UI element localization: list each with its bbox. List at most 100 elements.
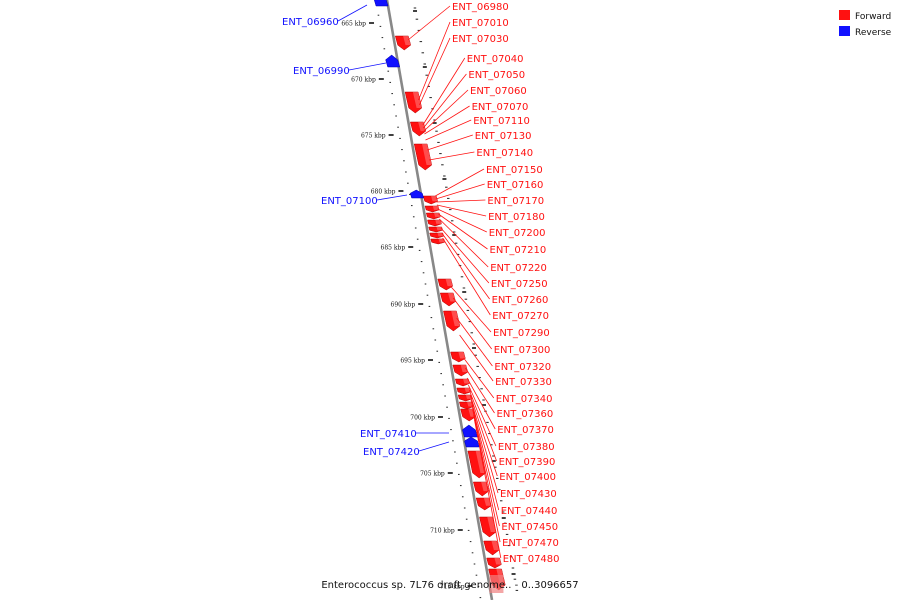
forward-gene-label[interactable]: ENT_07160	[487, 180, 544, 191]
forward-gene-leader	[471, 404, 500, 511]
legend: Forward Reverse	[839, 10, 892, 38]
legend-forward-label: Forward	[855, 12, 891, 22]
forward-gene-label[interactable]: ENT_07340	[496, 394, 553, 405]
forward-gene-label[interactable]: ENT_07220	[490, 263, 547, 274]
forward-gene-leader	[436, 199, 486, 203]
forward-gene-arrow-faded	[489, 575, 504, 593]
forward-gene-label[interactable]: ENT_07440	[501, 506, 558, 517]
axis-tick-label: 700 kbp	[410, 415, 435, 422]
forward-gene-leader	[424, 105, 470, 135]
forward-gene-label[interactable]: ENT_07290	[493, 328, 550, 339]
forward-gene-leader	[407, 5, 451, 41]
forward-gene-label[interactable]: ENT_07030	[452, 34, 509, 45]
reverse-gene-label[interactable]: ENT_07410	[360, 429, 417, 440]
gene-highlight	[494, 558, 502, 565]
reverse-gene-arrow	[409, 189, 424, 199]
forward-gene-label[interactable]: ENT_07170	[487, 196, 544, 207]
gene-highlight	[435, 220, 442, 224]
forward-gene-leader	[438, 213, 488, 250]
forward-gene-label[interactable]: ENT_07360	[497, 409, 554, 420]
forward-gene-label[interactable]: ENT_07270	[492, 311, 549, 322]
forward-gene-label[interactable]: ENT_07450	[501, 522, 558, 533]
forward-gene-label[interactable]: ENT_07250	[491, 279, 548, 290]
forward-gene-leader	[436, 204, 487, 217]
forward-gene-leader	[470, 399, 499, 494]
gene-highlight	[418, 122, 426, 132]
gene-highlight	[438, 239, 445, 243]
forward-gene-label[interactable]: ENT_07150	[486, 165, 543, 176]
gene-highlight	[458, 352, 466, 359]
forward-gene-leader	[442, 237, 491, 316]
reverse-gene-label[interactable]: ENT_07100	[321, 196, 378, 207]
forward-gene-label[interactable]: ENT_07130	[475, 131, 532, 142]
forward-gene-leader	[468, 389, 497, 462]
major-ticks	[369, 10, 516, 587]
forward-gene-label[interactable]: ENT_07140	[476, 148, 533, 159]
forward-gene-label[interactable]: ENT_07200	[489, 228, 546, 239]
axis-tick-label: 665 kbp	[341, 21, 366, 28]
gene-highlight	[460, 365, 468, 373]
axis-tick-label: 680 kbp	[371, 189, 396, 196]
gene-highlight	[491, 541, 500, 551]
forward-gene-leader	[469, 394, 498, 477]
forward-gene-label[interactable]: ENT_07210	[490, 245, 547, 256]
gene-highlight	[436, 227, 443, 231]
reverse-gene-label[interactable]: ENT_06990	[293, 66, 350, 77]
gene-labels[interactable]: ENT_06960 ENT_06990 ENT_07100 ENT_07410 ENT_…	[282, 2, 560, 565]
forward-gene-leader	[425, 119, 472, 141]
forward-gene-leader	[468, 384, 497, 447]
forward-gene-leader	[456, 317, 493, 367]
forward-gene-leader	[439, 218, 489, 268]
forward-gene-label[interactable]: ENT_07050	[468, 70, 525, 81]
forward-gene-label[interactable]: ENT_07330	[495, 377, 552, 388]
forward-gene-label[interactable]: ENT_07300	[494, 345, 551, 356]
reverse-gene-leader	[337, 4, 368, 22]
forward-gene-label[interactable]: ENT_07110	[473, 116, 530, 127]
forward-gene-label[interactable]: ENT_07430	[500, 489, 557, 500]
forward-gene-leader	[473, 414, 501, 543]
forward-gene-leader	[440, 227, 490, 284]
forward-gene-label[interactable]: ENT_07370	[497, 425, 554, 436]
forward-gene-leader	[463, 357, 495, 399]
forward-gene-label[interactable]: ENT_07180	[488, 212, 545, 223]
gene-highlight	[431, 196, 438, 202]
forward-gene-label[interactable]: ENT_07400	[499, 472, 556, 483]
reverse-gene-arrow	[385, 54, 401, 68]
forward-gene-leader	[441, 232, 490, 300]
forward-gene-label[interactable]: ENT_06980	[452, 2, 509, 13]
forward-gene-label[interactable]: ENT_07040	[467, 54, 524, 65]
forward-gene-label[interactable]: ENT_07380	[498, 442, 555, 453]
gene-highlight	[445, 279, 453, 287]
axis-tick-label: 670 kbp	[351, 77, 376, 84]
gene-highlight	[487, 517, 496, 532]
axis-tick-label: 685 kbp	[381, 245, 406, 252]
forward-gene-leader	[465, 367, 495, 414]
forward-gene-label[interactable]: ENT_07470	[502, 538, 559, 549]
forward-gene-label[interactable]: ENT_07060	[470, 86, 527, 97]
legend-reverse-label: Reverse	[855, 28, 892, 38]
axis-tick-label: 690 kbp	[391, 302, 416, 309]
forward-gene-label[interactable]: ENT_07390	[499, 457, 556, 468]
axis-tick-label: 695 kbp	[400, 358, 425, 365]
forward-gene-leader	[452, 297, 493, 350]
forward-gene-label[interactable]: ENT_07260	[492, 295, 549, 306]
forward-gene-label[interactable]: ENT_07480	[503, 554, 560, 565]
forward-gene-label[interactable]: ENT_07070	[472, 102, 529, 113]
gene-highlight	[451, 311, 460, 326]
axis-tick-label: 715 kbp	[440, 584, 465, 591]
gene-highlight	[432, 206, 440, 210]
forward-gene-label[interactable]: ENT_07320	[494, 362, 551, 373]
forward-gene-leader	[459, 334, 494, 382]
forward-gene-leader	[435, 183, 485, 200]
forward-gene-leader	[450, 286, 492, 333]
axis-tick-label: 675 kbp	[361, 133, 386, 140]
label-leader-lines	[337, 4, 502, 559]
forward-gene-label[interactable]: ENT_07010	[452, 18, 509, 29]
reverse-gene-label[interactable]: ENT_06960	[282, 17, 339, 28]
reverse-gene-arrow	[374, 0, 389, 7]
reverse-gene-label[interactable]: ENT_07420	[363, 447, 420, 458]
forward-gene-leader	[474, 419, 502, 559]
forward-gene-leader	[428, 151, 475, 161]
reverse-gene-leader	[348, 62, 387, 71]
